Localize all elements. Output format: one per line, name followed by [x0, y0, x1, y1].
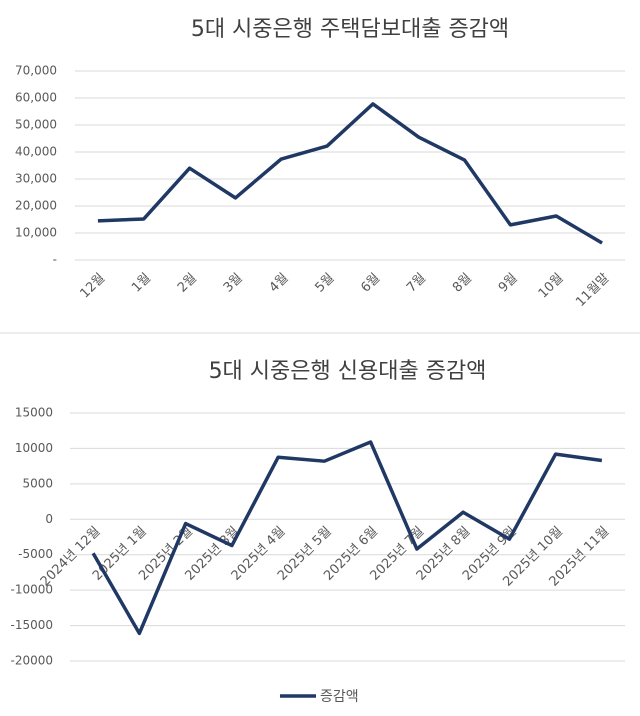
- y-tick-label: 10,000: [15, 226, 57, 240]
- y-tick-label: 20,000: [15, 199, 57, 213]
- y-tick-label: -: [53, 253, 57, 267]
- x-tick-label: 12월: [77, 271, 108, 302]
- y-tick-label: -20000: [10, 654, 53, 668]
- y-tick-label: -5000: [18, 547, 53, 561]
- y-tick-label: 15000: [15, 406, 53, 420]
- x-tick-label: 5월: [312, 271, 337, 296]
- y-tick-label: 50,000: [15, 118, 57, 132]
- x-tick-label: 10월: [536, 271, 567, 302]
- y-tick-label: 10000: [15, 441, 53, 455]
- x-tick-label: 4월: [267, 271, 292, 296]
- x-tick-label: 2월: [175, 271, 200, 296]
- chart-title: 5대 시중은행 신용대출 증감액: [209, 359, 487, 384]
- legend-label: 증감액: [320, 689, 359, 705]
- x-tick-label: 8월: [450, 271, 475, 296]
- data-line: [91, 440, 603, 636]
- x-tick-label: 3월: [221, 271, 246, 296]
- x-tick-label: 9월: [496, 271, 521, 296]
- y-tick-label: 70,000: [15, 64, 57, 78]
- x-tick-label: 7월: [404, 271, 429, 296]
- x-tick-label: 1월: [129, 271, 154, 296]
- y-tick-label: 60,000: [15, 91, 57, 105]
- y-tick-label: -15000: [10, 618, 53, 632]
- x-tick-label: 11월말: [573, 271, 612, 310]
- chart-title: 5대 시중은행 주택담보대출 증감액: [191, 17, 509, 42]
- y-tick-label: 0: [45, 512, 53, 526]
- x-tick-label: 6월: [358, 271, 383, 296]
- y-tick-label: 5000: [22, 476, 53, 490]
- y-tick-label: 40,000: [15, 145, 57, 159]
- y-tick-label: -10000: [10, 583, 53, 597]
- y-tick-label: 30,000: [15, 172, 57, 186]
- data-line: [97, 102, 603, 245]
